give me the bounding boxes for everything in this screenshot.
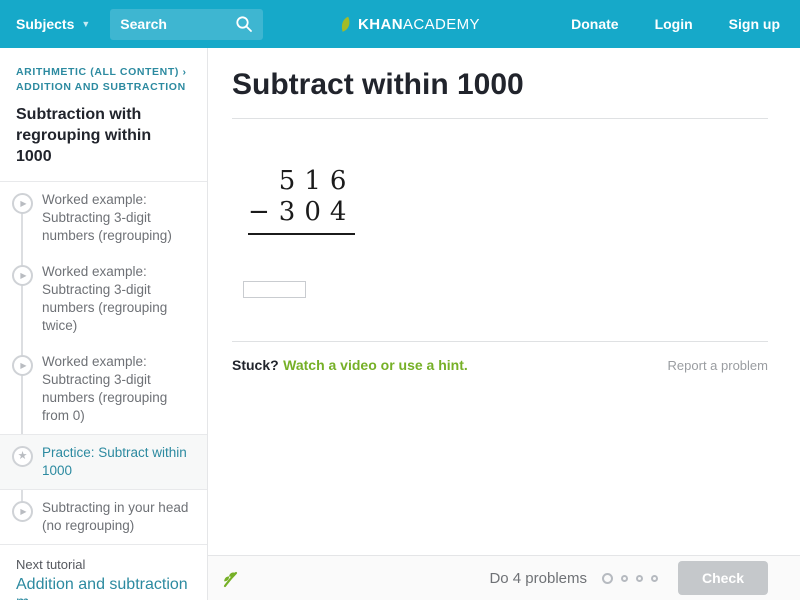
sidebar-item-worked-example-3[interactable]: ▶ Worked example: Subtracting 3-digit nu… (0, 344, 207, 434)
subtrahend-row: −304 (248, 197, 356, 235)
content-divider (232, 341, 768, 342)
minus-operator: − (248, 197, 279, 227)
lesson-list: ▶ Worked example: Subtracting 3-digit nu… (0, 182, 207, 544)
subtraction-problem: 516 −304 (248, 166, 356, 235)
khan-academy-logo[interactable]: KHANACADEMY (340, 0, 480, 48)
top-header-bar: Subjects ▼ KHANACADEMY Donate Login Sign… (0, 0, 800, 48)
exercise-area: Subtract within 1000 516 −304 Stuck? Wat… (208, 48, 800, 555)
star-icon: ★ (12, 446, 33, 467)
sidebar-item-worked-example-2[interactable]: ▶ Worked example: Subtracting 3-digit nu… (0, 254, 207, 344)
sprout-icon (223, 571, 238, 588)
answer-input[interactable] (243, 281, 306, 298)
chevron-down-icon: ▼ (81, 19, 91, 29)
task-count-label: Do 4 problems (489, 569, 587, 587)
subtrahend: 304 (278, 197, 356, 227)
sidebar-item-worked-example-1[interactable]: ▶ Worked example: Subtracting 3-digit nu… (0, 182, 207, 254)
progress-dots (602, 572, 658, 584)
progress-dot-current (602, 572, 613, 584)
progress-dot (621, 574, 628, 582)
lesson-label: Subtracting in your head (no regrouping) (42, 500, 189, 533)
sidebar-item-practice-current[interactable]: ★ Practice: Subtract within 1000 (0, 434, 207, 490)
lesson-label: Worked example: Subtracting 3-digit numb… (42, 264, 168, 333)
page-title: Subtract within 1000 (232, 68, 524, 101)
play-icon: ▶ (12, 265, 33, 286)
stuck-label: Stuck? (232, 357, 279, 373)
signup-link[interactable]: Sign up (728, 16, 780, 32)
lesson-label: Worked example: Subtracting 3-digit numb… (42, 354, 168, 423)
progress-dot (651, 574, 658, 582)
stuck-help-text: Stuck? Watch a video or use a hint. (232, 357, 468, 375)
breadcrumb[interactable]: ARITHMETIC (ALL CONTENT) › ADDITION AND … (0, 48, 207, 95)
play-icon: ▶ (12, 193, 33, 214)
breadcrumb-line1[interactable]: ARITHMETIC (ALL CONTENT) › (16, 66, 187, 78)
play-icon: ▶ (12, 355, 33, 376)
next-tutorial-section: Next tutorial Addition and subtraction m… (0, 544, 207, 600)
help-row: Stuck? Watch a video or use a hint. Repo… (232, 357, 768, 375)
tutorial-title: Subtraction with regrouping within 1000 (0, 95, 207, 182)
donate-link[interactable]: Donate (571, 16, 619, 32)
progress-dot (636, 574, 643, 582)
lesson-label: Worked example: Subtracting 3-digit numb… (42, 192, 172, 243)
tutorial-sidebar: ARITHMETIC (ALL CONTENT) › ADDITION AND … (0, 48, 208, 600)
sidebar-item-subtracting-in-head[interactable]: ▶ Subtracting in your head (no regroupin… (0, 490, 207, 544)
search-box[interactable] (110, 8, 264, 40)
play-icon: ▶ (12, 501, 33, 522)
login-link[interactable]: Login (654, 16, 693, 32)
logo-wordmark: KHANACADEMY (358, 16, 480, 33)
exercise-footer-bar: Do 4 problems Check (208, 555, 800, 600)
lesson-label: Practice: Subtract within 1000 (42, 445, 187, 478)
next-tutorial-link[interactable]: Addition and subtraction m… (16, 576, 188, 600)
check-button[interactable]: Check (678, 561, 768, 595)
logo-academy-text: ACADEMY (402, 15, 480, 33)
title-divider (232, 118, 768, 119)
hint-link[interactable]: Watch a video or use a hint. (283, 357, 468, 373)
khan-leaf-icon (341, 16, 350, 32)
subjects-menu-button[interactable]: Subjects ▼ (16, 16, 90, 32)
subjects-label: Subjects (16, 16, 75, 32)
search-input[interactable] (120, 16, 236, 32)
breadcrumb-line2[interactable]: ADDITION AND SUBTRACTION (16, 81, 186, 93)
minuend: 516 (278, 166, 356, 196)
report-problem-link[interactable]: Report a problem (667, 358, 768, 373)
top-nav-links: Donate Login Sign up (571, 16, 780, 32)
logo-khan-text: KHAN (358, 15, 403, 33)
search-icon[interactable] (235, 15, 253, 33)
next-tutorial-label: Next tutorial (16, 557, 86, 572)
